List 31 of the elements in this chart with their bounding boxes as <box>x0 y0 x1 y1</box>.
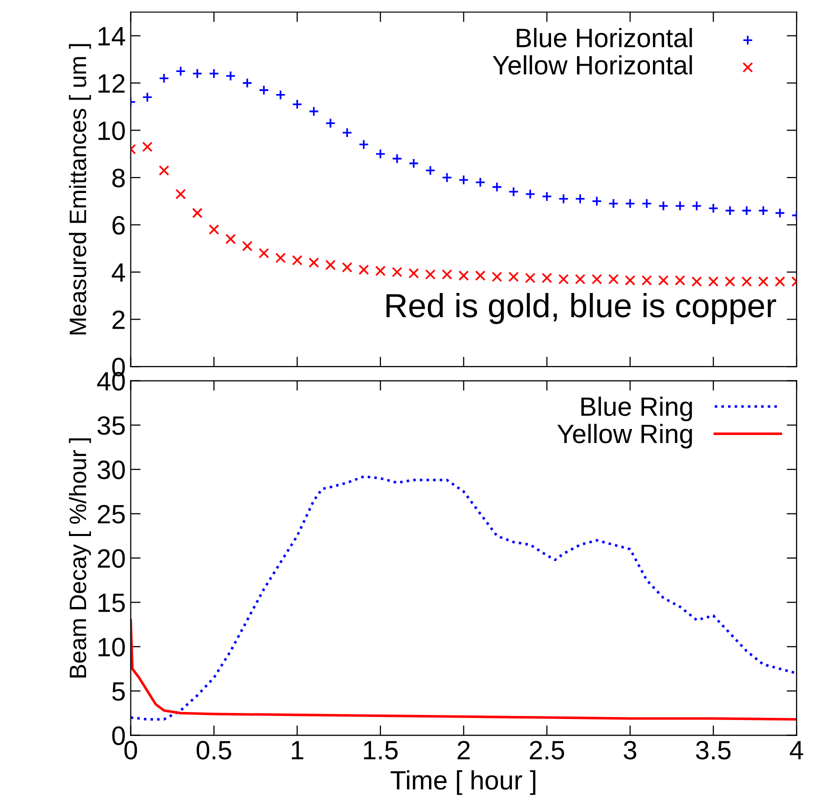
x-tick-label: 4 <box>790 741 804 760</box>
legend-label: Yellow Ring <box>557 424 692 448</box>
y-tick-label: 20 <box>98 549 125 568</box>
y-tick-label: 30 <box>98 460 125 480</box>
y-tick-label: 15 <box>98 594 125 612</box>
x-tick-label: 1.5 <box>364 741 398 760</box>
x-tick-label: 2.5 <box>530 740 564 760</box>
legend-label: Blue Horizontal <box>516 28 692 48</box>
x-tick-label: 3.5 <box>696 740 731 760</box>
x-axis-title: Time [ hour ] <box>390 770 536 795</box>
y-tick-label: 6 <box>112 216 125 235</box>
legend-label: Blue Ring <box>581 396 692 422</box>
x-tick-label: 3 <box>624 740 636 760</box>
y-axis-title: Beam Decay [ %/hour ] <box>68 438 91 678</box>
y-tick-label: 14 <box>98 27 126 46</box>
y-tick-label: 2 <box>112 310 125 329</box>
y-tick-label: 0 <box>112 726 125 746</box>
legend-label: Yellow Horizontal <box>492 55 692 75</box>
y-tick-label: 12 <box>98 74 125 93</box>
y-tick-label: 25 <box>98 504 125 524</box>
y-tick-label: 10 <box>98 121 125 140</box>
x-tick-label: 1 <box>292 741 304 760</box>
y-tick-label: 10 <box>98 638 125 656</box>
x-tick-label: 0.5 <box>196 740 232 760</box>
y-tick-label: 35 <box>98 416 125 435</box>
y-tick-label: 4 <box>112 263 126 282</box>
x-tick-label: 2 <box>458 740 470 760</box>
annotation: Red is gold, blue is copper <box>386 293 776 324</box>
y-axis-title: Measured Emittances [ um ] <box>68 44 91 334</box>
y-tick-label: 5 <box>112 682 125 701</box>
y-tick-label: 8 <box>112 168 125 188</box>
